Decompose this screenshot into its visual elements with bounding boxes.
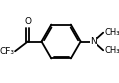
Text: CH₃: CH₃: [104, 46, 119, 55]
Text: CF₃: CF₃: [0, 47, 14, 56]
Text: O: O: [24, 17, 31, 26]
Text: CH₃: CH₃: [104, 28, 119, 37]
Text: N: N: [90, 37, 97, 46]
